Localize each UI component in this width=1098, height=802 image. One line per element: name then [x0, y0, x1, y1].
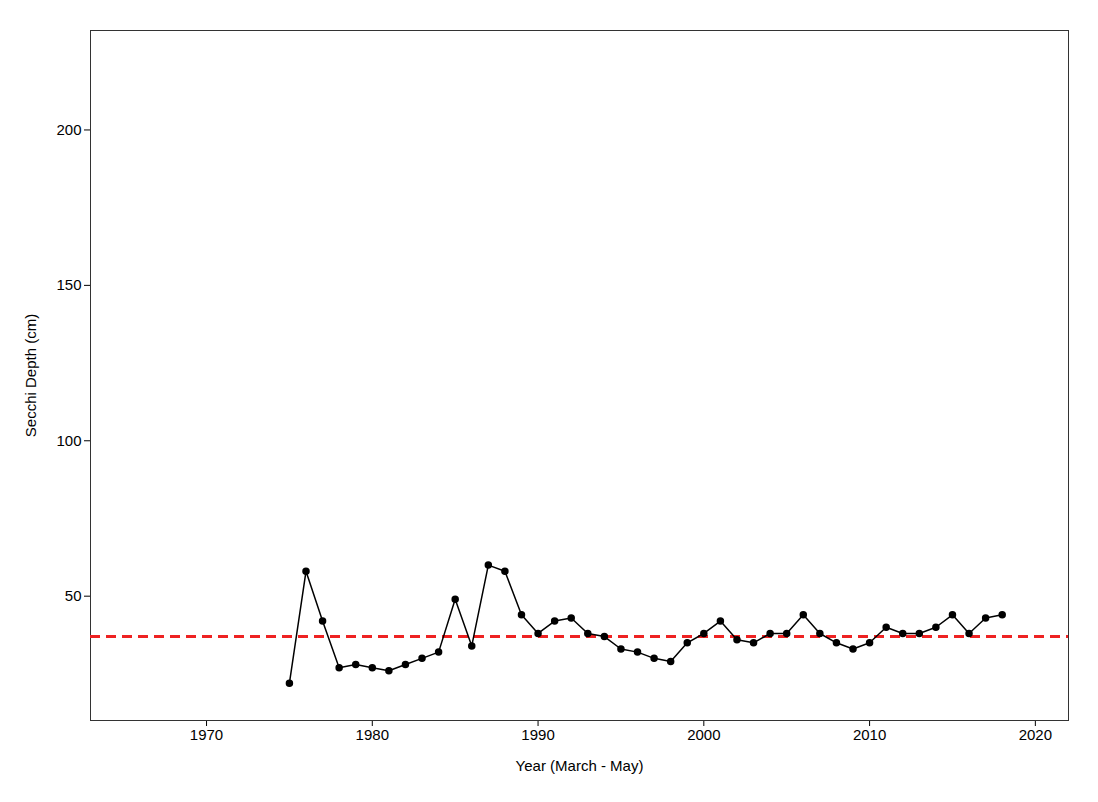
svg-text:1980: 1980 [356, 726, 389, 743]
svg-text:50: 50 [65, 587, 82, 604]
svg-text:150: 150 [56, 276, 81, 293]
svg-text:Year (March - May): Year (March - May) [516, 757, 644, 774]
svg-text:1990: 1990 [521, 726, 554, 743]
svg-text:2000: 2000 [687, 726, 720, 743]
svg-text:Secchi Depth (cm): Secchi Depth (cm) [22, 314, 39, 437]
svg-text:2020: 2020 [1019, 726, 1052, 743]
svg-text:1970: 1970 [190, 726, 223, 743]
svg-text:200: 200 [56, 121, 81, 138]
svg-text:100: 100 [56, 432, 81, 449]
svg-text:2010: 2010 [853, 726, 886, 743]
